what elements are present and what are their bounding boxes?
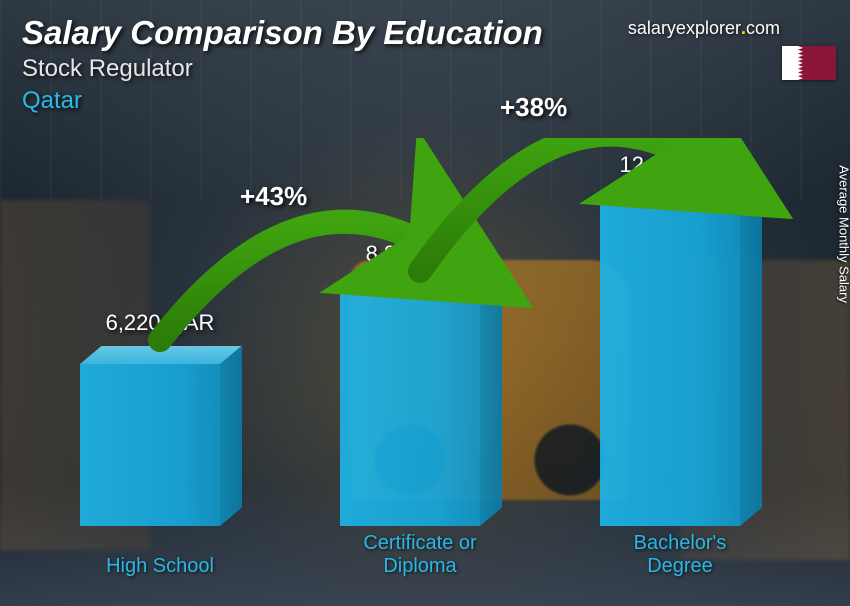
bar-top	[80, 346, 241, 364]
bar-front	[340, 295, 480, 526]
brand-prefix: salaryexplorer	[628, 18, 741, 38]
y-axis-label: Average Monthly Salary	[837, 165, 850, 303]
bar-front	[600, 206, 740, 526]
chart-subtitle: Stock Regulator	[22, 55, 193, 83]
chart-title: Salary Comparison By Education	[22, 14, 543, 52]
chart-country: Qatar	[22, 87, 82, 115]
increase-percent-label: +43%	[240, 181, 307, 212]
qatar-flag-icon	[782, 46, 836, 80]
brand-watermark: salaryexplorer.com	[628, 18, 780, 39]
bar-category-label: High School	[70, 555, 250, 578]
bar-category-label: Bachelor'sDegree	[590, 532, 770, 578]
bar-top	[340, 277, 501, 295]
bar-value-label: 8,890 QAR	[330, 241, 510, 267]
bar-side	[220, 346, 242, 526]
bar-front	[80, 364, 220, 526]
bar-side	[740, 188, 762, 526]
brand-suffix: com	[746, 18, 780, 38]
bar-top	[600, 188, 761, 206]
bar-side	[480, 277, 502, 526]
bar-chart: 6,220 QAR High School 8,890 QAR Certific…	[50, 138, 800, 578]
bar-category-label: Certificate orDiploma	[330, 532, 510, 578]
bar-value-label: 6,220 QAR	[70, 310, 250, 336]
bar-value-label: 12,300 QAR	[590, 152, 770, 178]
increase-percent-label: +38%	[500, 92, 567, 123]
